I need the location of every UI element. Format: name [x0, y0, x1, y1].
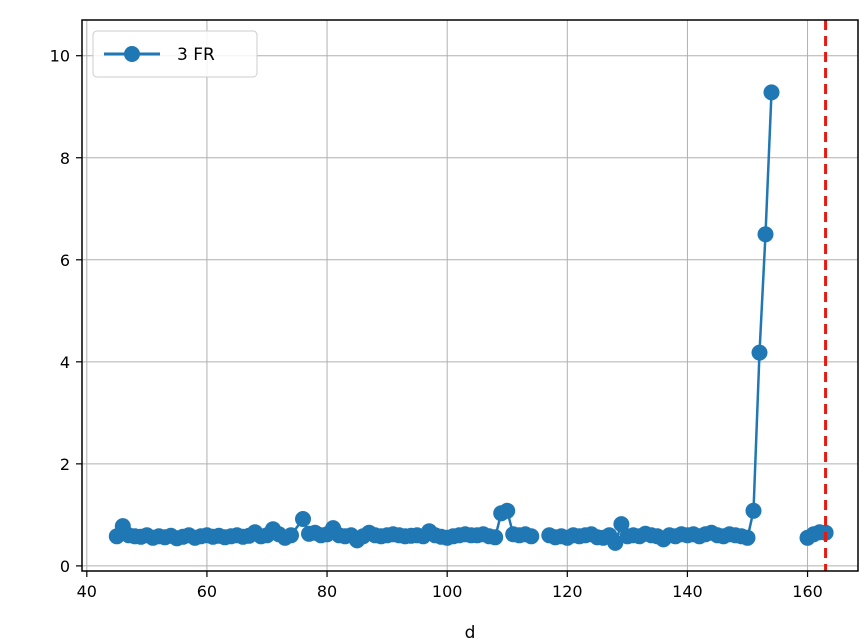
data-point	[751, 344, 768, 361]
x-tick-label: 40	[77, 582, 97, 601]
y-tick-label: 10	[50, 47, 70, 66]
y-tick-label: 0	[60, 557, 70, 576]
data-point	[613, 516, 630, 533]
data-point	[295, 511, 311, 527]
data-point	[739, 529, 756, 546]
series-layer	[108, 84, 834, 551]
x-tick-label: 140	[672, 582, 703, 601]
y-tick-label: 8	[60, 149, 70, 168]
data-point	[607, 534, 624, 551]
data-point	[487, 529, 504, 546]
y-axis: 0 2 4 6 8 10	[50, 47, 82, 576]
data-point	[283, 527, 299, 544]
y-tick-label: 6	[60, 251, 70, 270]
grid	[82, 20, 858, 571]
x-tick-label: 100	[432, 582, 463, 601]
legend-box	[92, 30, 258, 78]
x-axis: 40 60 80 100 120 140 160	[77, 571, 823, 601]
x-tick-label: 120	[552, 582, 583, 601]
legend-label: 3 FR	[177, 45, 215, 65]
x-tick-label: 80	[317, 582, 337, 601]
y-tick-label: 2	[60, 455, 70, 474]
data-point	[757, 226, 774, 243]
x-tick-label: 160	[792, 582, 823, 601]
data-point	[499, 502, 516, 519]
legend: 3 FR	[92, 30, 258, 78]
plot-frame	[81, 19, 859, 572]
data-point	[745, 502, 762, 519]
legend-marker	[124, 46, 140, 62]
x-axis-label: d	[465, 623, 476, 643]
y-tick-label: 4	[60, 353, 70, 372]
data-point	[523, 528, 540, 545]
x-tick-label: 60	[197, 582, 217, 601]
data-point	[763, 84, 780, 101]
